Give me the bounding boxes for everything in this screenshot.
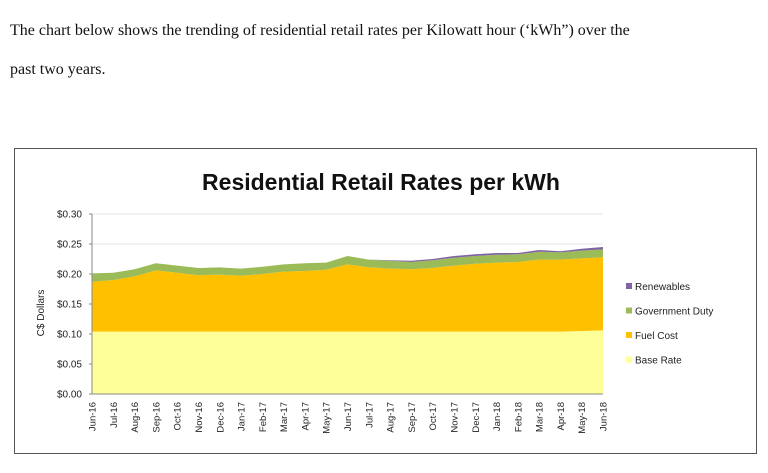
chart-title: Residential Retail Rates per kWh — [202, 169, 560, 195]
area-fuel-cost — [92, 257, 603, 332]
x-tick-label: Nov-16 — [194, 402, 205, 433]
x-tick-label: Feb-17 — [258, 402, 269, 432]
x-tick-label: Jul-17 — [364, 402, 375, 428]
x-tick-label: Oct-16 — [173, 402, 184, 431]
x-tick-label: Jul-16 — [109, 402, 120, 428]
x-tick-label: Jun-17 — [343, 402, 354, 431]
y-tick-label: $0.15 — [57, 300, 82, 311]
legend-label: Government Duty — [635, 307, 713, 318]
x-tick-label: Mar-17 — [279, 402, 290, 432]
x-tick-label: Jun-16 — [88, 402, 99, 431]
x-tick-label: Dec-16 — [215, 402, 226, 433]
x-tick-label: May-18 — [577, 402, 588, 434]
y-tick-label: $0.20 — [57, 270, 82, 281]
legend-swatch — [626, 307, 632, 314]
x-tick-label: Apr-18 — [556, 402, 567, 431]
x-tick-label: Jan-17 — [237, 402, 248, 431]
x-tick-label: Sep-16 — [151, 402, 162, 433]
residential-rates-chart: Residential Retail Rates per kWh C$ Doll… — [36, 169, 713, 434]
y-tick-label: $0.00 — [57, 390, 82, 401]
x-tick-label: Jan-18 — [492, 402, 503, 431]
chart-container: Residential Retail Rates per kWh C$ Doll… — [14, 148, 757, 454]
x-tick-label: Aug-16 — [130, 402, 141, 433]
x-tick-label: Aug-17 — [386, 402, 397, 433]
y-tick-label: $0.30 — [57, 210, 82, 221]
x-tick-label: Sep-17 — [407, 402, 418, 433]
legend-label: Renewables — [635, 282, 690, 293]
y-tick-label: $0.05 — [57, 360, 82, 371]
legend-label: Base Rate — [635, 356, 682, 367]
x-tick-label: Feb-18 — [513, 402, 524, 432]
y-tick-label: $0.10 — [57, 330, 82, 341]
legend-label: Fuel Cost — [635, 331, 678, 342]
x-tick-label: Apr-17 — [300, 402, 311, 431]
x-tick-label: May-17 — [322, 402, 333, 434]
legend-swatch — [626, 332, 632, 338]
area-government-duty — [92, 249, 603, 282]
x-tick-label: Jun-18 — [599, 402, 610, 431]
x-tick-label: Nov-17 — [449, 402, 460, 433]
x-tick-label: Oct-17 — [428, 402, 439, 431]
intro-text-line-1: The chart below shows the trending of re… — [10, 22, 630, 39]
x-tick-label: Dec-17 — [471, 402, 482, 433]
y-axis-label: C$ Dollars — [36, 290, 47, 337]
legend-swatch — [626, 356, 632, 363]
area-base-rate — [92, 330, 603, 394]
x-tick-label: Mar-18 — [535, 402, 546, 432]
y-tick-label: $0.25 — [57, 240, 82, 251]
legend-swatch — [626, 283, 632, 289]
intro-text-line-2: past two years. — [10, 61, 106, 78]
